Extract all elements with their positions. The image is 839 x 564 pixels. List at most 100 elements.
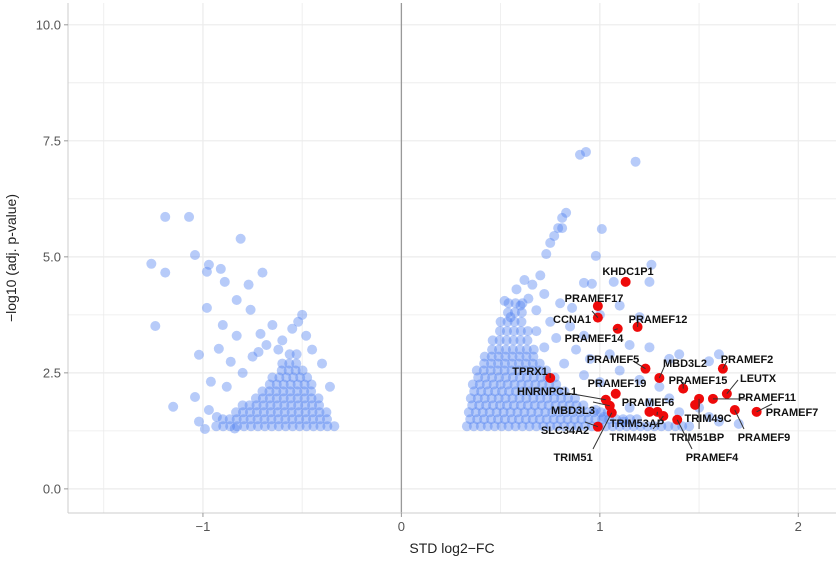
x-tick-label: 0 [398,519,405,534]
background-point [160,212,170,222]
background-point [261,340,271,350]
background-point [301,331,311,341]
gene-label: TRIM51 [553,452,592,464]
gene-label: HNRNPCL1 [517,386,577,398]
background-point [531,305,541,315]
gene-label: PRAMEF11 [738,392,796,404]
background-point [204,405,214,415]
background-point [523,294,533,304]
background-point [291,359,301,369]
y-tick-label: 2.5 [43,365,61,380]
background-point [317,359,327,369]
x-tick-label: 2 [795,519,802,534]
gene-label: PRAMEF17 [565,293,624,305]
background-point [273,345,283,355]
gene-label: PRAMEF7 [766,407,819,419]
background-point [255,329,265,339]
gene-label: CCNA1 [553,314,591,326]
background-point [329,421,339,431]
background-point [541,249,551,259]
gene-label: TRIM51BP [670,432,724,444]
background-point [160,268,170,278]
background-point [609,277,619,287]
x-tick-label: 1 [596,519,603,534]
gene-label: MBD3L3 [551,405,595,417]
gene-label: PRAMEF15 [669,375,728,387]
background-point [218,320,228,330]
background-point [539,289,549,299]
background-point [535,270,545,280]
background-point [522,335,532,345]
gene-label: TPRX1 [512,366,547,378]
y-axis-label: −log10 (adj. p-value) [3,194,19,322]
background-point [232,295,242,305]
gene-labels: KHDC1P1 PRAMEF17 CCNA1 PRAMEF12 PRAMEF14 PRAM… [512,266,818,464]
gene-label: PRAMEF4 [686,452,739,464]
background-point [654,382,664,392]
y-tick-label: 5.0 [43,249,61,264]
background-point [232,331,242,341]
leader-line [727,380,738,394]
gene-label: LEUTX [740,373,777,385]
y-tick-label: 10.0 [36,17,61,32]
background-point [539,342,549,352]
gene-label: KHDC1P1 [602,266,653,278]
background-point [202,303,212,313]
background-point [325,382,335,392]
y-tick-label: 0.0 [43,481,61,496]
background-point [212,412,222,422]
gene-label: PRAMEF5 [587,354,640,366]
gene-label: TRIM49B [609,432,656,444]
background-point [551,333,561,343]
background-point [277,335,287,345]
background-point [313,393,323,403]
gene-label: SLC34A2 [541,425,589,437]
background-point [194,417,204,427]
background-point [531,326,541,336]
background-point [529,345,539,355]
background-point [644,277,654,287]
background-point [236,234,246,244]
gene-label: PRAMEF9 [738,432,791,444]
background-point [257,268,267,278]
background-point [625,340,635,350]
background-point [254,347,264,357]
background-point [506,312,516,322]
gene-label: PRAMEF12 [629,314,688,326]
background-point [202,267,212,277]
background-point [591,251,601,261]
background-point [150,321,160,331]
background-point [238,368,248,378]
background-point [511,284,521,294]
background-point [307,345,317,355]
background-point [206,377,216,387]
highlighted-point [611,389,621,399]
background-point [644,342,654,352]
background-point [168,402,178,412]
background-point [220,277,230,287]
background-point [581,147,591,157]
gene-label: PRAMEF2 [721,354,774,366]
gene-label: TRIM49C [684,413,731,425]
background-point [571,345,581,355]
gene-label: PRAMEF14 [565,333,625,345]
gene-label: TRIM53AP [610,418,664,430]
background-points [146,147,743,434]
gene-label: PRAMEF19 [588,378,647,390]
background-point [587,279,597,289]
background-point [190,392,200,402]
x-tick-label: −1 [196,519,211,534]
background-point [146,259,156,269]
background-point [287,324,297,334]
x-axis-label: STD log2−FC [409,540,494,556]
background-point [519,275,529,285]
background-point [194,350,204,360]
background-point [226,357,236,367]
background-point [500,296,510,306]
background-point [555,298,565,308]
background-point [557,213,567,223]
gene-label: MBD3L2 [663,358,707,370]
background-point [292,349,302,359]
background-point [545,238,555,248]
